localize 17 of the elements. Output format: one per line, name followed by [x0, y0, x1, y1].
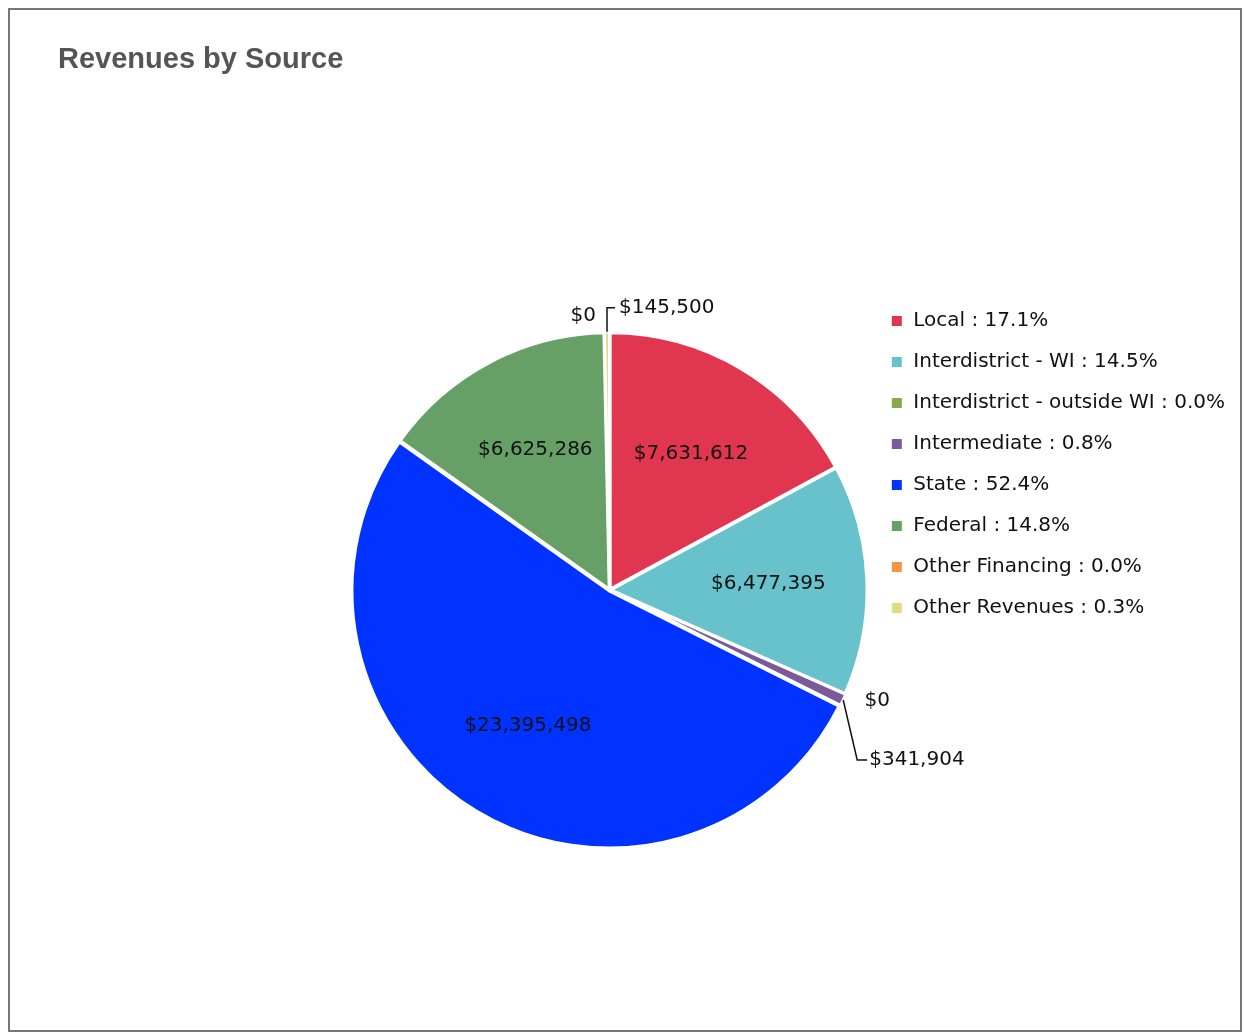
data-label: $341,904: [869, 746, 965, 771]
chart-title: Revenues by Source: [58, 42, 344, 75]
legend-label: State : 52.4%: [913, 471, 1050, 496]
data-label: $6,477,395: [711, 569, 826, 594]
legend-label: Interdistrict - WI : 14.5%: [913, 348, 1158, 373]
legend-label: Local : 17.1%: [913, 307, 1049, 332]
data-label: $6,625,286: [478, 435, 593, 460]
legend-label: Other Revenues : 0.3%: [913, 594, 1145, 619]
data-label: $145,500: [619, 294, 715, 319]
legend-label: Interdistrict - outside WI : 0.0%: [913, 389, 1226, 414]
data-label: $7,631,612: [633, 439, 749, 464]
legend-label: Other Financing : 0.0%: [913, 553, 1142, 578]
data-label: $23,395,498: [464, 712, 592, 737]
legend-label: Federal : 14.8%: [913, 512, 1071, 537]
text: $0: [864, 687, 890, 712]
legend-label: Intermediate : 0.8%: [913, 430, 1113, 455]
text: $0: [570, 302, 597, 327]
